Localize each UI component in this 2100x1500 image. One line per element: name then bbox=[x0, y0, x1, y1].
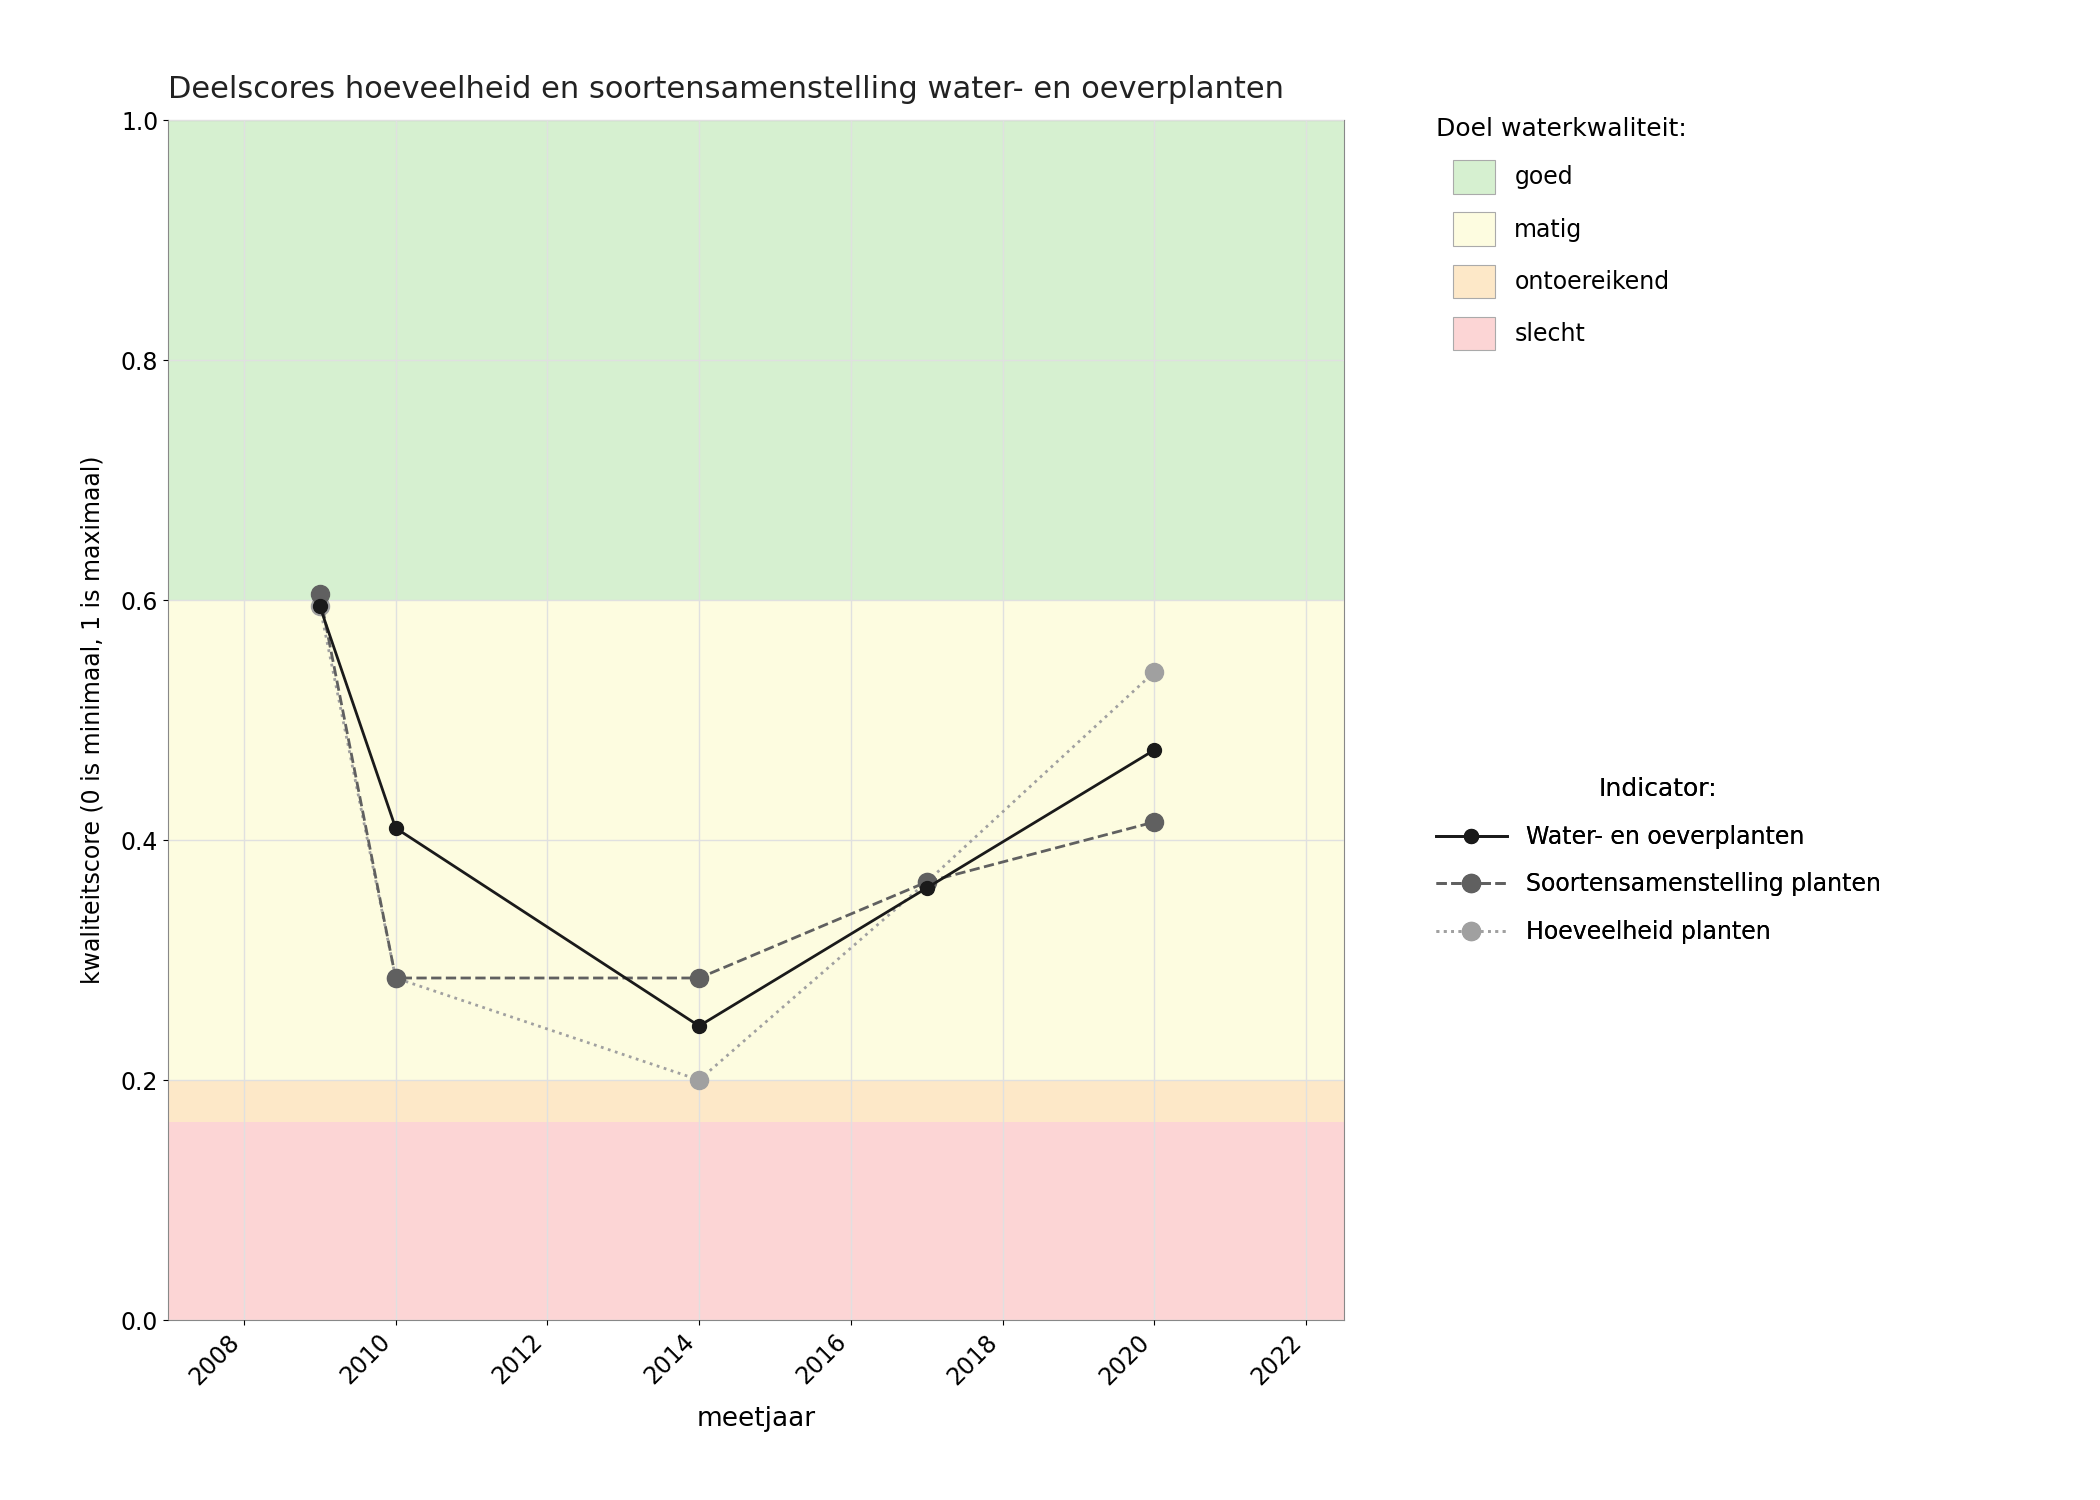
Y-axis label: kwaliteitscore (0 is minimaal, 1 is maximaal): kwaliteitscore (0 is minimaal, 1 is maxi… bbox=[80, 456, 105, 984]
Bar bbox=[168, 1122, 1344, 1320]
X-axis label: meetjaar: meetjaar bbox=[697, 1406, 815, 1432]
Text: Deelscores hoeveelheid en soortensamenstelling water- en oeverplanten: Deelscores hoeveelheid en soortensamenst… bbox=[168, 75, 1283, 104]
Bar bbox=[168, 1080, 1344, 1122]
Bar bbox=[168, 600, 1344, 1080]
Bar bbox=[168, 120, 1344, 600]
Legend: Water- en oeverplanten, Soortensamenstelling planten, Hoeveelheid planten: Water- en oeverplanten, Soortensamenstel… bbox=[1426, 768, 1890, 954]
